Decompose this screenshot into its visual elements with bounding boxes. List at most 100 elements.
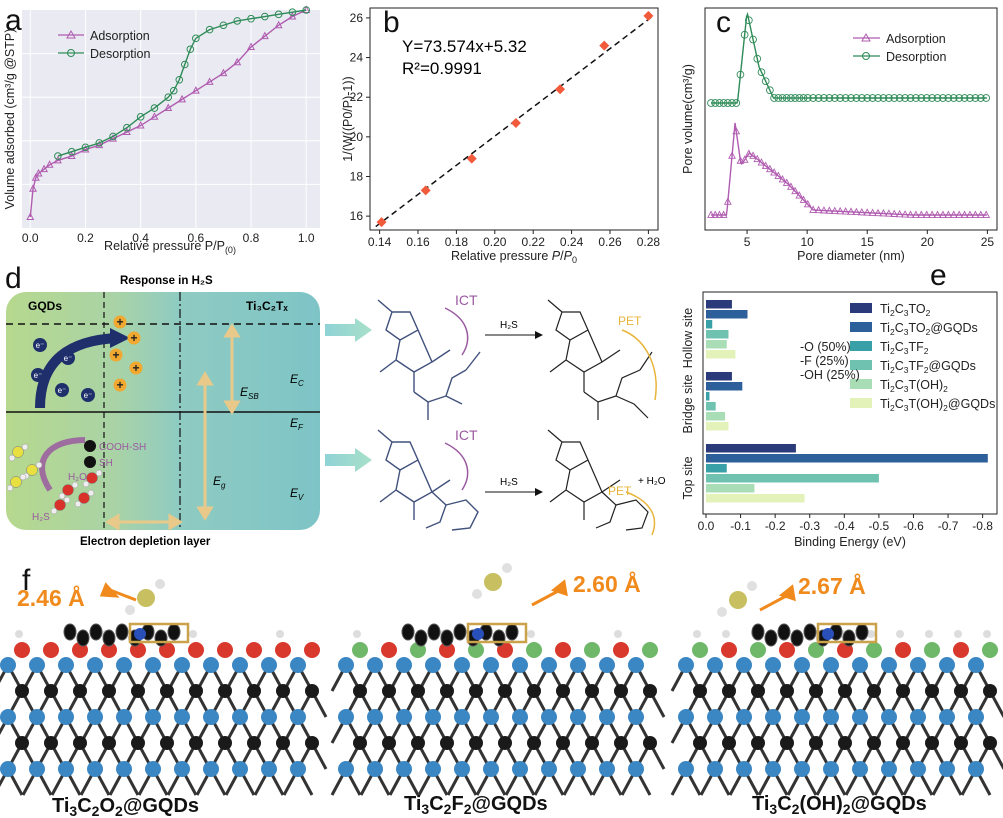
lattice-atom: [809, 684, 823, 698]
graphene-bond: [128, 622, 190, 644]
legend-label: Ti2C3TF2@GQDs: [880, 359, 976, 375]
data-point: [895, 209, 904, 218]
lattice-atom: [968, 657, 984, 673]
data-point: [976, 94, 985, 102]
lattice-atom: [643, 684, 657, 698]
lattice-atom: [925, 684, 939, 698]
lattice-atom: [939, 657, 955, 673]
lattice-atom: [0, 709, 16, 725]
data-point: [770, 168, 778, 176]
electron-icon: [81, 388, 95, 402]
panel-a-label: a: [5, 4, 22, 37]
surface-atom: [246, 642, 262, 658]
lattice-atom: [570, 657, 586, 673]
tick-label: 0.14: [368, 235, 392, 249]
lattice-atom: [838, 684, 852, 698]
tick-label: 0.24: [560, 235, 584, 249]
legend-swatch: [850, 398, 872, 408]
panel-a-plot-bg: [22, 10, 320, 228]
tick-label: -0.2: [765, 519, 786, 533]
panel-a-ylabel: Volume adsorbed (cm³/g @STP): [3, 29, 17, 210]
data-point: [841, 207, 850, 215]
lattice-atom: [160, 736, 174, 750]
lattice-atom: [29, 761, 45, 777]
annotation-line: -OH (25%): [800, 368, 860, 382]
lattice-atom: [218, 736, 232, 750]
data-point: [53, 155, 62, 164]
legend-label: Ti2C3TO2@GQDs: [880, 321, 978, 337]
panel-a-legend-des: Desorption: [90, 47, 150, 61]
distance-label-3: 2.67 Å: [798, 572, 866, 599]
data-point: [820, 206, 828, 214]
lattice-atom: [276, 736, 290, 750]
lattice-atom: [881, 657, 897, 673]
hydrogen-atom: [6, 484, 14, 492]
tick-label: -0.1: [730, 519, 751, 533]
data-point: [192, 34, 200, 43]
data-point: [766, 86, 774, 95]
gas-molecules: [6, 443, 103, 515]
data-point: [836, 94, 845, 102]
data-point: [765, 164, 774, 173]
lattice-atom: [852, 761, 868, 777]
lattice-atom: [189, 736, 203, 750]
lattice-atom: [145, 761, 161, 777]
annotation-line: -O (50%): [800, 340, 851, 354]
data-point: [261, 12, 269, 21]
graphene-atom: [102, 629, 116, 647]
data-point: [901, 210, 909, 218]
series-line-desorption: [57, 9, 307, 157]
tick-label: -0.5: [869, 519, 890, 533]
hydrogen-atom: [21, 443, 29, 451]
data-point: [949, 94, 958, 102]
lattice-atom: [218, 684, 232, 698]
data-point: [180, 60, 189, 69]
bar: [706, 444, 796, 453]
lattice-atom: [116, 709, 132, 725]
data-point: [879, 209, 888, 217]
legend-label: Ti2C3TF2: [880, 340, 929, 356]
lattice-atom: [628, 657, 644, 673]
data-point: [971, 94, 980, 102]
surface-atom: [808, 642, 824, 658]
surface-atom: [750, 642, 766, 658]
electron-icon: [61, 351, 75, 365]
data-point: [944, 94, 953, 102]
data-point: [643, 10, 654, 21]
panel-e-annotation: -O (50%)-F (25%)-OH (25%): [800, 340, 860, 382]
lattice-atom: [440, 736, 454, 750]
data-point: [809, 205, 818, 213]
hole-label: +: [116, 378, 123, 392]
data-point: [955, 94, 963, 102]
molecule-atom: [54, 499, 66, 511]
surface-atom: [613, 642, 629, 658]
data-point: [966, 210, 974, 218]
flow-arrow-bottom: [325, 448, 372, 472]
lattice-atom: [131, 684, 145, 698]
data-point: [95, 140, 104, 149]
lattice-atom: [541, 657, 557, 673]
lattice-atom: [203, 657, 219, 673]
panel-e-xlabel: Binding Energy (eV): [794, 535, 906, 549]
surface-atom: [526, 642, 542, 658]
data-point: [715, 99, 724, 107]
data-point: [719, 210, 728, 218]
lattice-atom: [203, 761, 219, 777]
lattice-atom: [823, 657, 839, 673]
lattice-atom: [131, 736, 145, 750]
data-point: [863, 208, 872, 216]
data-point: [420, 185, 431, 196]
surface-atom: [14, 642, 30, 658]
lattice-atom: [678, 761, 694, 777]
data-point: [466, 153, 477, 164]
panel-a-xlabel: Relative pressure P/P(0): [104, 239, 236, 255]
molecule-atom: [10, 476, 22, 488]
data-point: [740, 30, 749, 39]
lattice-atom: [881, 761, 897, 777]
eg-arrow: [196, 371, 214, 521]
data-point: [857, 94, 866, 102]
bar: [706, 310, 748, 319]
data-point: [874, 208, 882, 217]
data-point: [825, 206, 834, 214]
bar: [706, 300, 732, 309]
